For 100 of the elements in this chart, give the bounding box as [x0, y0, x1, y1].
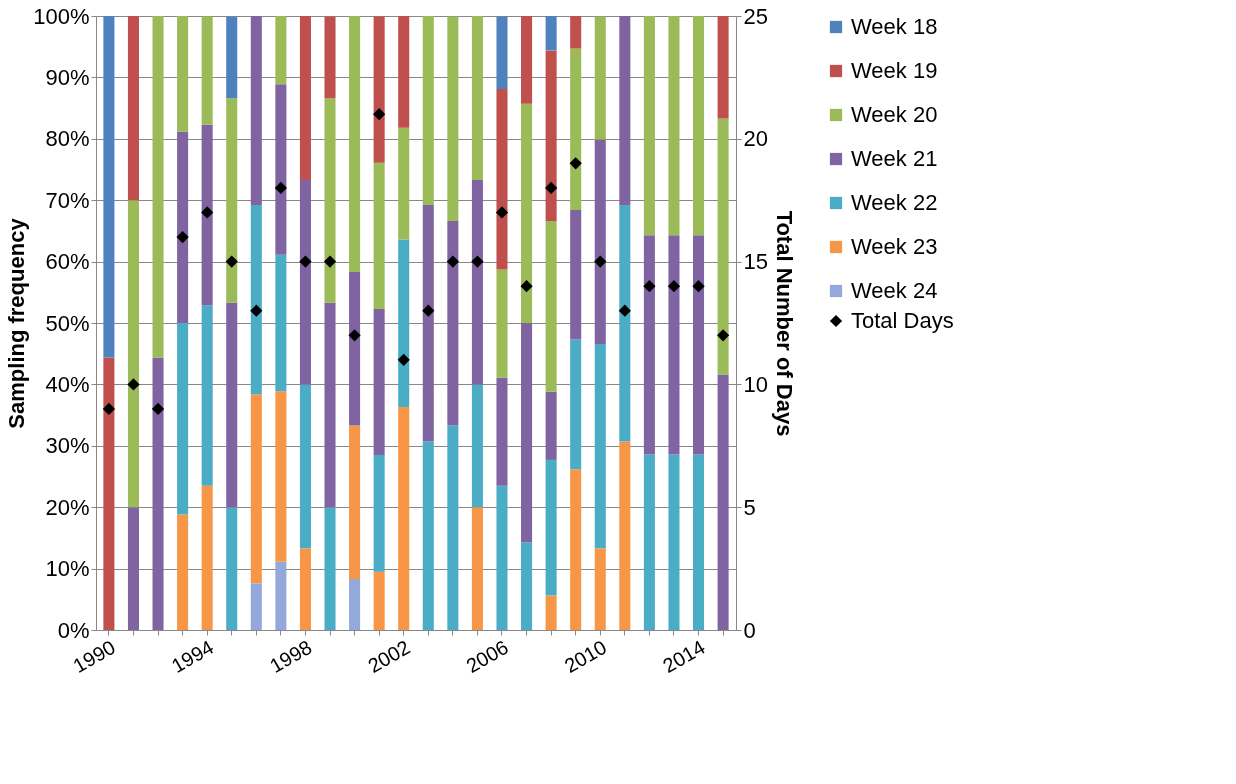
point — [250, 304, 263, 317]
x-tick-label: 2010 — [560, 635, 611, 678]
bar — [373, 571, 385, 630]
bar — [521, 323, 533, 543]
point — [495, 206, 509, 219]
bar — [349, 579, 361, 630]
point — [471, 255, 484, 268]
bar — [250, 394, 262, 584]
bar — [275, 561, 287, 630]
bar — [275, 84, 287, 255]
bar — [693, 16, 705, 236]
bar — [349, 16, 361, 273]
bar — [250, 205, 262, 395]
bar — [177, 16, 189, 132]
bar — [103, 16, 115, 358]
bar — [521, 542, 533, 630]
point — [618, 304, 631, 317]
x-tick-label: 2002 — [364, 635, 414, 678]
bar — [545, 595, 557, 630]
legend-label: Week 19 — [851, 58, 938, 83]
bar — [545, 459, 557, 596]
bar — [226, 507, 238, 630]
point — [643, 280, 656, 293]
point — [127, 378, 140, 391]
y-tick-label: 60% — [45, 249, 90, 275]
bar — [594, 16, 606, 140]
point — [348, 329, 361, 342]
bar — [693, 454, 705, 630]
point — [569, 157, 582, 170]
y-tick-label: 40% — [45, 371, 90, 397]
bar — [373, 16, 385, 163]
x-tick-label: 2006 — [462, 635, 512, 678]
x-tick-label: 2014 — [659, 635, 709, 678]
bar — [545, 221, 557, 392]
y-tick-label: 30% — [45, 433, 90, 459]
bar — [324, 302, 336, 508]
bar — [250, 16, 262, 206]
bar — [594, 343, 606, 549]
bar — [619, 205, 631, 442]
point — [299, 255, 312, 268]
point — [594, 255, 607, 268]
y-tick-label: 50% — [45, 310, 90, 336]
bar — [496, 269, 508, 378]
y-tick-label: 90% — [45, 64, 90, 90]
point — [102, 402, 116, 416]
bar — [324, 98, 336, 303]
bar — [717, 374, 729, 630]
point — [422, 304, 435, 317]
legend-label: Week 21 — [851, 146, 938, 171]
legend-label: Week 22 — [851, 190, 938, 215]
point — [274, 181, 287, 195]
bar — [521, 16, 533, 104]
legend-label: Week 24 — [851, 278, 938, 303]
point — [667, 280, 681, 293]
bar — [226, 302, 238, 508]
bar — [619, 16, 631, 206]
bar — [545, 391, 557, 460]
y-tick-label: 100% — [33, 3, 90, 29]
bar — [668, 454, 680, 630]
legend-label: Week 18 — [851, 14, 938, 39]
bar — [299, 548, 311, 630]
bar — [594, 548, 606, 630]
y-tick-label: 0% — [57, 617, 90, 643]
point — [520, 280, 533, 293]
bar — [668, 16, 680, 236]
y2-tick-label: 0 — [743, 617, 756, 643]
bar — [103, 357, 115, 630]
bar — [226, 98, 238, 303]
point — [225, 255, 238, 268]
bar — [422, 441, 434, 630]
bar — [398, 239, 410, 408]
bar — [496, 89, 508, 270]
bar — [496, 377, 508, 486]
bar — [177, 514, 189, 630]
bar — [668, 235, 680, 455]
bar — [643, 235, 655, 455]
bar — [373, 455, 385, 572]
bar — [373, 162, 385, 309]
bar — [496, 16, 508, 90]
bar — [471, 179, 483, 385]
bar — [275, 391, 287, 562]
y2-tick-label: 25 — [743, 3, 768, 29]
bar — [127, 16, 139, 201]
bar — [127, 507, 139, 630]
bar — [471, 16, 483, 180]
bar — [643, 454, 655, 630]
point — [716, 329, 730, 342]
bar — [275, 16, 287, 85]
bar — [447, 221, 459, 426]
y-tick-label: 70% — [45, 187, 90, 213]
y-tick-label: 20% — [45, 494, 90, 520]
point — [151, 402, 165, 416]
point — [446, 255, 459, 268]
point — [397, 353, 410, 366]
bar — [570, 339, 582, 470]
legend-label: Week 20 — [851, 102, 938, 127]
point — [176, 230, 189, 244]
bar — [447, 16, 459, 222]
bar — [422, 205, 434, 442]
y2-axis-title: Total Number of Days — [771, 210, 797, 437]
